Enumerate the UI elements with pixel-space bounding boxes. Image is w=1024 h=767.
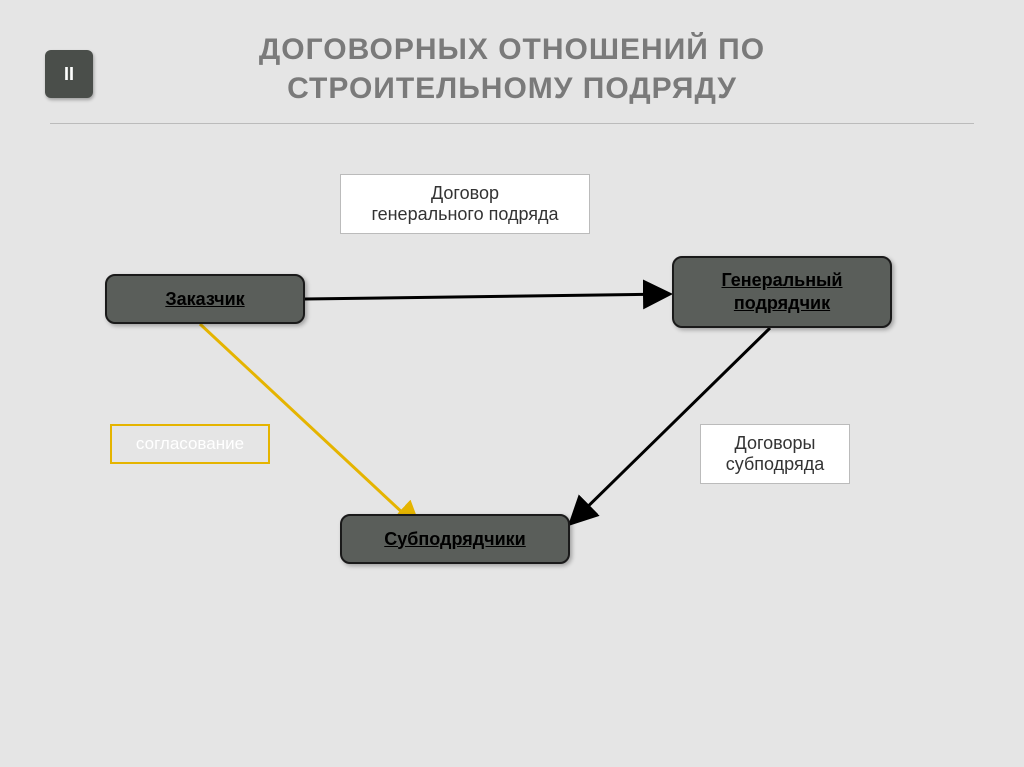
label-line-1: Договор — [431, 183, 499, 203]
header-divider — [50, 123, 974, 124]
label-general-contract: Договор генерального подряда — [340, 174, 590, 234]
label-line-2: субподряда — [726, 454, 824, 474]
node-label-2: подрядчик — [734, 292, 830, 315]
node-label: Субподрядчики — [384, 529, 525, 550]
approval-label: согласование — [110, 424, 270, 464]
label-subcontract: Договоры субподряда — [700, 424, 850, 484]
label-line-2: генерального подряда — [371, 204, 558, 224]
node-contractor: Генеральный подрядчик — [672, 256, 892, 328]
title-line-2: СТРОИТЕЛЬНОМУ ПОДРЯДУ — [287, 72, 737, 105]
flowchart-diagram: Договор генерального подряда Договоры су… — [0, 144, 1024, 724]
approval-text: согласование — [136, 434, 244, 453]
arrow-customer-contractor — [305, 294, 670, 299]
node-label: Заказчик — [165, 289, 244, 310]
node-subcontractors: Субподрядчики — [340, 514, 570, 564]
section-number-badge: II — [45, 50, 93, 98]
page-title: ДОГОВОРНЫХ ОТНОШЕНИЙ ПО СТРОИТЕЛЬНОМУ ПО… — [50, 30, 974, 108]
label-line-1: Договоры — [735, 433, 816, 453]
title-line-1: ДОГОВОРНЫХ ОТНОШЕНИЙ ПО — [259, 33, 765, 66]
badge-text: II — [64, 64, 74, 85]
node-customer: Заказчик — [105, 274, 305, 324]
node-label-1: Генеральный — [722, 269, 843, 292]
header: II ДОГОВОРНЫХ ОТНОШЕНИЙ ПО СТРОИТЕЛЬНОМУ… — [0, 0, 1024, 144]
